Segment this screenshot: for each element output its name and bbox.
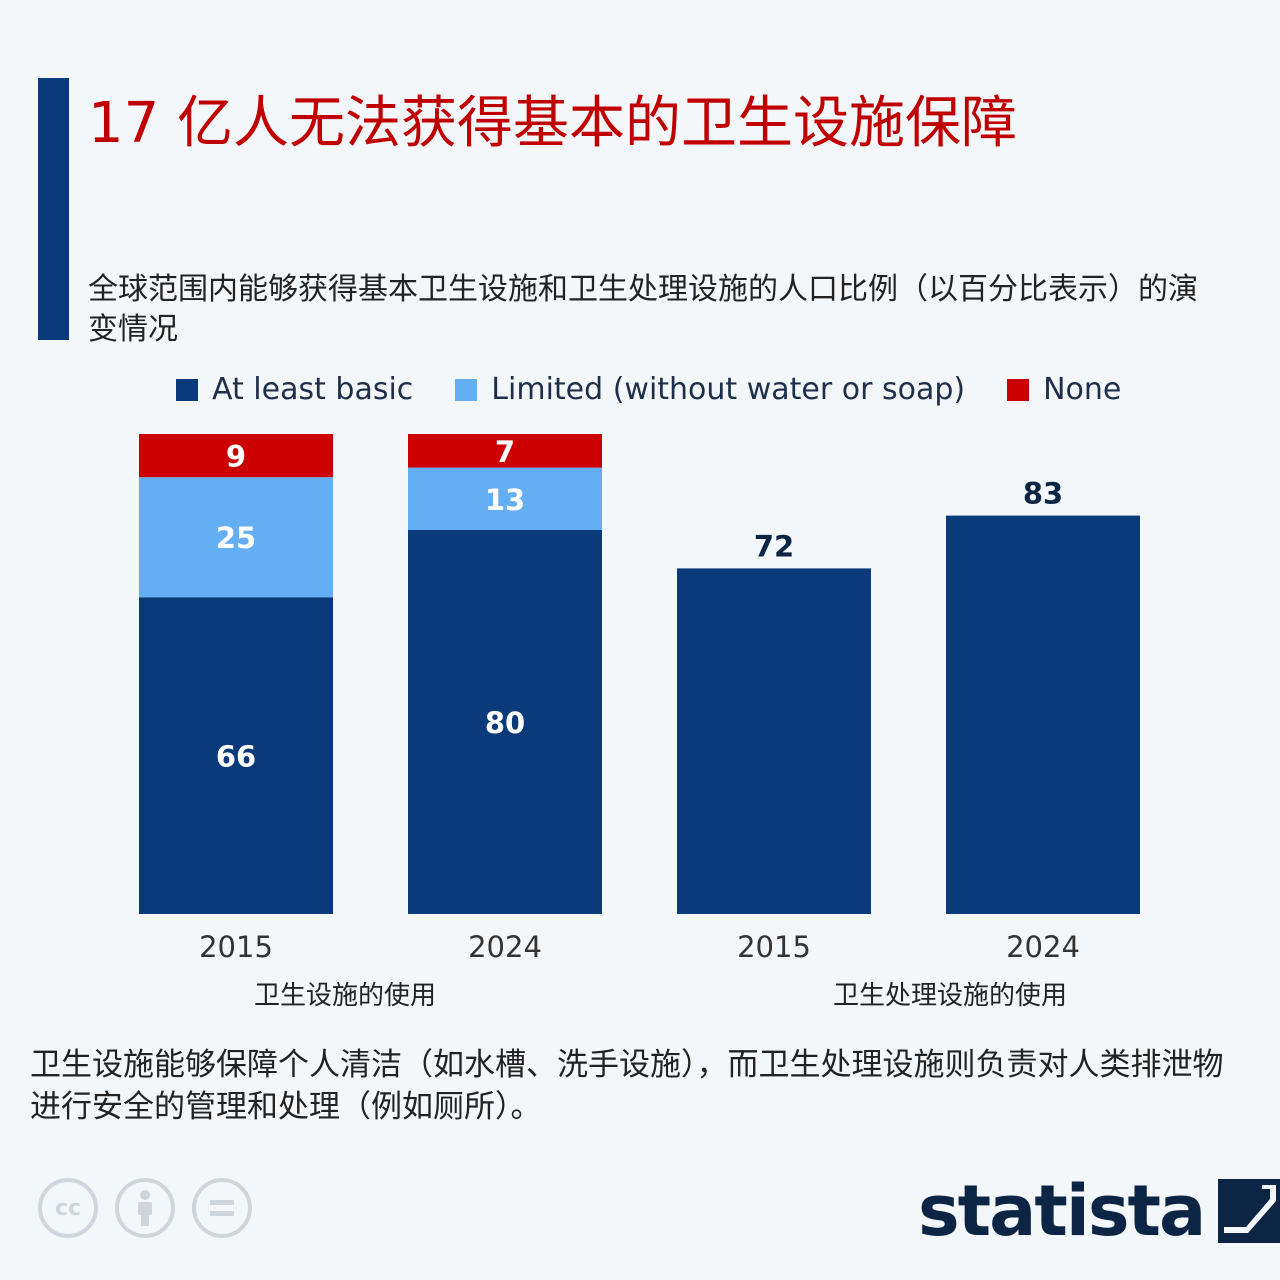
x-tick-label-3: 2015 <box>737 930 811 964</box>
bar-none-1 <box>139 434 333 478</box>
x-tick-label-2: 2024 <box>468 930 542 964</box>
data-label-limited-2: 13 <box>485 483 525 517</box>
data-label-at-least-basic-4: 83 <box>1023 477 1063 511</box>
license-icons: cc <box>38 1178 269 1238</box>
group-label-1: 卫生设施的使用 <box>254 981 436 1011</box>
x-tick-label-1: 2015 <box>199 930 273 964</box>
data-label-none-2: 7 <box>495 435 515 469</box>
data-label-limited-1: 25 <box>216 521 256 555</box>
brand-name: statista <box>918 1170 1206 1252</box>
legend-label-at-least-basic: At least basic <box>212 372 414 407</box>
title-accent-bar <box>38 78 69 340</box>
group-label-2: 卫生处理设施的使用 <box>833 981 1067 1011</box>
statista-logo[interactable]: statista <box>918 1170 1280 1252</box>
bar-limited-1 <box>139 477 333 598</box>
data-label-at-least-basic-2: 80 <box>485 706 525 740</box>
legend-swatch-limited <box>455 378 478 401</box>
legend-label-limited: Limited (without water or soap) <box>491 372 966 407</box>
chart-legend: At least basic Limited (without water or… <box>176 372 1163 407</box>
legend-label-none: None <box>1043 372 1122 407</box>
chart-subtitle: 全球范围内能够获得基本卫生设施和卫生处理设施的人口比例（以百分比表示）的演变情况 <box>88 272 1198 347</box>
bar-at-least-basic-3 <box>677 568 871 914</box>
legend-item-none: None <box>1007 372 1121 407</box>
bar-at-least-basic-2 <box>408 530 602 914</box>
legend-item-at-least-basic: At least basic <box>176 372 413 407</box>
bar-limited-2 <box>408 467 602 530</box>
statista-logo-icon <box>1218 1179 1280 1243</box>
legend-swatch-none <box>1007 378 1030 401</box>
attribution-icon[interactable] <box>115 1178 175 1238</box>
creative-commons-icon[interactable]: cc <box>38 1178 98 1238</box>
legend-item-limited: Limited (without water or soap) <box>455 372 965 407</box>
legend-swatch-at-least-basic <box>176 378 198 401</box>
bar-at-least-basic-1 <box>139 597 333 914</box>
data-label-at-least-basic-3: 72 <box>754 529 794 563</box>
chart-title: 17 亿人无法获得基本的卫生设施保障 <box>88 91 1018 156</box>
data-label-none-1: 9 <box>226 440 246 474</box>
x-tick-label-4: 2024 <box>1006 930 1080 964</box>
bar-none-2 <box>408 434 602 468</box>
bar-at-least-basic-4 <box>946 515 1140 914</box>
no-derivatives-icon[interactable] <box>192 1178 252 1238</box>
data-label-at-least-basic-1: 66 <box>216 740 256 774</box>
footnote: 卫生设施能够保障个人清洁（如水槽、洗手设施），而卫生处理设施则负责对人类排泄物进… <box>30 1047 1224 1125</box>
bar-chart: 66 25 9 2015 80 13 7 2024 72 2015 83 2024 卫生设施的使用 卫生处… <box>139 434 1140 1011</box>
